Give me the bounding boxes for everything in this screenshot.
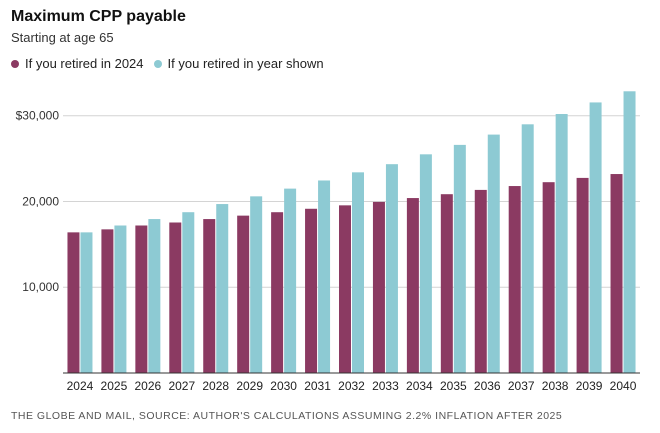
legend-item-retired-2024: If you retired in 2024 <box>11 56 144 71</box>
bar-retired-year-shown <box>216 204 229 373</box>
bar-retired-year-shown <box>352 172 364 373</box>
chart-legend: If you retired in 2024 If you retired in… <box>11 56 334 71</box>
bar-retired-year-shown <box>419 154 432 373</box>
x-tick-label: 2040 <box>610 379 637 393</box>
x-tick-label: 2038 <box>542 379 569 393</box>
x-tick-label: 2033 <box>372 379 399 393</box>
legend-label-retired-year-shown: If you retired in year shown <box>167 56 324 71</box>
bar-retired-2024 <box>169 222 182 373</box>
chart-subtitle: Starting at age 65 <box>11 30 114 45</box>
legend-item-retired-year-shown: If you retired in year shown <box>153 56 324 71</box>
bar-retired-year-shown <box>453 144 466 373</box>
bar-retired-2024 <box>305 208 318 373</box>
x-tick-label: 2034 <box>406 379 433 393</box>
bar-retired-2024 <box>237 215 250 373</box>
x-tick-label: 2031 <box>304 379 331 393</box>
bar-retired-2024 <box>101 229 114 373</box>
x-tick-label: 2028 <box>202 379 229 393</box>
bar-retired-2024 <box>508 186 521 373</box>
x-tick-label: 2027 <box>168 379 195 393</box>
bar-retired-2024 <box>271 212 284 373</box>
bar-retired-year-shown <box>589 102 602 373</box>
bar-retired-2024 <box>203 219 216 373</box>
bar-retired-year-shown <box>284 188 297 373</box>
chart-title: Maximum CPP payable <box>11 8 186 25</box>
bar-retired-2024 <box>339 205 351 373</box>
y-tick-label: 10,000 <box>22 280 59 294</box>
y-axis-tick-labels: 10,000 20,000 $30,000 <box>16 109 60 295</box>
legend-swatch-retired-year-shown <box>153 59 162 68</box>
x-tick-label: 2029 <box>236 379 263 393</box>
x-axis-tick-labels: 2024 2025 2026 2027 2028 2029 2030 2031 2032 2033… <box>67 379 637 393</box>
x-tick-label: 2030 <box>270 379 297 393</box>
bar-retired-2024 <box>67 232 80 373</box>
bar-retired-year-shown <box>487 134 500 373</box>
bar-retired-2024 <box>406 198 419 373</box>
x-tick-label: 2037 <box>508 379 535 393</box>
x-tick-label: 2024 <box>67 379 94 393</box>
x-tick-label: 2039 <box>576 379 603 393</box>
source-note: THE GLOBE AND MAIL, SOURCE: AUTHOR'S CAL… <box>11 410 563 422</box>
bar-retired-year-shown <box>148 219 161 373</box>
bar-retired-year-shown <box>623 91 636 373</box>
bar-retired-year-shown <box>250 196 263 373</box>
bar-retired-2024 <box>440 194 453 373</box>
bar-retired-2024 <box>542 182 555 373</box>
bar-retired-2024 <box>372 201 385 373</box>
x-tick-label: 2026 <box>135 379 162 393</box>
x-tick-label: 2032 <box>338 379 365 393</box>
y-tick-label: 20,000 <box>22 194 59 208</box>
legend-label-retired-2024: If you retired in 2024 <box>25 56 144 71</box>
bar-retired-2024 <box>576 177 589 373</box>
bar-retired-year-shown <box>318 180 331 373</box>
x-tick-label: 2025 <box>101 379 128 393</box>
bar-retired-2024 <box>610 174 623 373</box>
x-tick-label: 2035 <box>440 379 467 393</box>
x-tick-label: 2036 <box>474 379 501 393</box>
bars <box>67 91 636 374</box>
y-tick-label: $30,000 <box>16 109 60 123</box>
bar-retired-year-shown <box>182 212 195 373</box>
legend-swatch-retired-2024 <box>11 59 19 68</box>
bar-retired-year-shown <box>114 225 127 373</box>
bar-retired-year-shown <box>555 114 568 374</box>
bar-retired-year-shown <box>521 124 534 373</box>
bar-retired-year-shown <box>385 164 398 373</box>
bar-retired-year-shown <box>80 232 93 373</box>
bar-retired-2024 <box>474 189 487 373</box>
bar-retired-2024 <box>135 225 148 373</box>
